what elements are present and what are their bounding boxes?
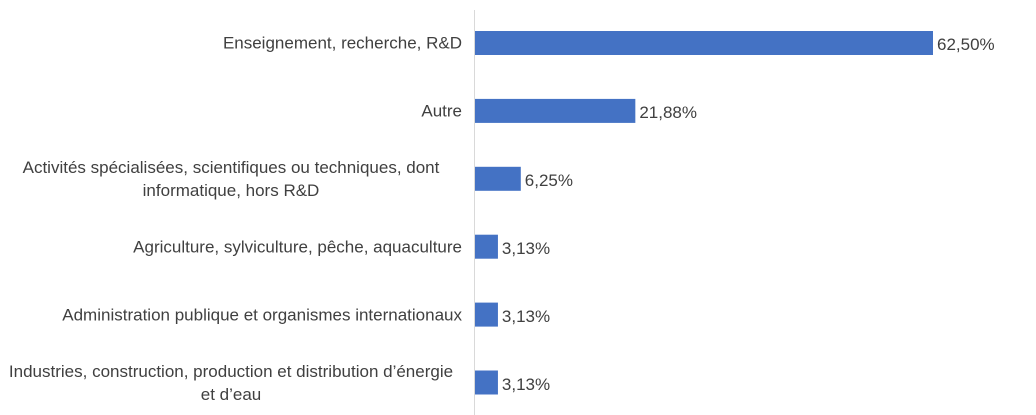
bar (475, 302, 498, 327)
data-label: 3,13% (501, 238, 551, 258)
bar (475, 234, 498, 259)
data-label: 21,88% (639, 102, 697, 122)
category-label: Enseignement, recherche, R&D (222, 33, 462, 53)
bar (475, 370, 498, 395)
category-label: Activités spécialisées, scientifiques ou… (22, 157, 440, 200)
bar (475, 31, 933, 55)
bar (475, 166, 521, 191)
data-label: 62,50% (937, 35, 995, 54)
category-label: Agriculture, sylviculture, pêche, aquacu… (133, 237, 462, 257)
category-label: Administration publique et organismes in… (62, 305, 462, 325)
category-label: Autre (421, 101, 462, 121)
bar (475, 98, 636, 123)
data-label: 3,13% (501, 374, 551, 394)
category-label: Industries, construction, production et … (8, 361, 454, 404)
data-label: 3,13% (501, 306, 551, 326)
data-label: 6,25% (524, 170, 573, 190)
